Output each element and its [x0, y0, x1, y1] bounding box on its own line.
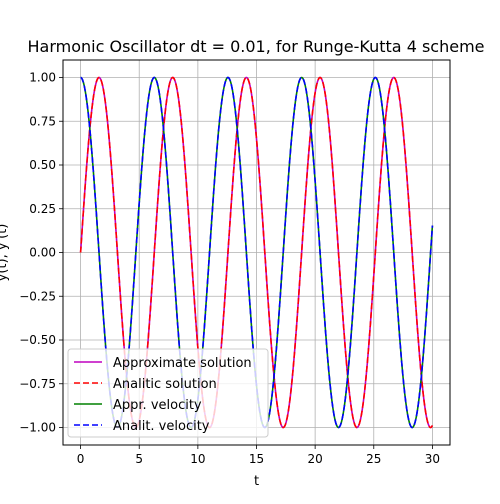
y-tick-label: −1.00 — [19, 421, 56, 435]
x-tick-label: 30 — [425, 452, 440, 466]
y-tick-label: 0.75 — [29, 114, 56, 128]
legend: Approximate solution Analitic solution App… — [68, 349, 268, 437]
x-tick-label: 20 — [307, 452, 322, 466]
y-tick-label: −0.25 — [19, 289, 56, 303]
x-tick-label: 0 — [77, 452, 85, 466]
y-tick-label: 1.00 — [29, 71, 56, 85]
y-tick-label: 0.00 — [29, 246, 56, 260]
y-tick-label: 0.50 — [29, 158, 56, 172]
y-tick-label: 0.25 — [29, 202, 56, 216]
legend-label: Analitic solution — [113, 377, 217, 392]
legend-label: Appr. velocity — [113, 398, 202, 413]
y-tick-label: −0.50 — [19, 333, 56, 347]
x-tick-label: 15 — [249, 452, 264, 466]
legend-label: Approximate solution — [113, 356, 252, 371]
x-tick-label: 10 — [190, 452, 205, 466]
x-axis-label: t — [254, 474, 259, 489]
x-tick-label: 25 — [366, 452, 381, 466]
x-tick-label: 5 — [135, 452, 143, 466]
y-tick-label: −0.75 — [19, 377, 56, 391]
legend-label: Analit. velocity — [113, 419, 210, 434]
chart-title: Harmonic Oscillator dt = 0.01, for Runge… — [28, 37, 485, 56]
y-axis-label: y(t), y'(t) — [0, 224, 10, 282]
